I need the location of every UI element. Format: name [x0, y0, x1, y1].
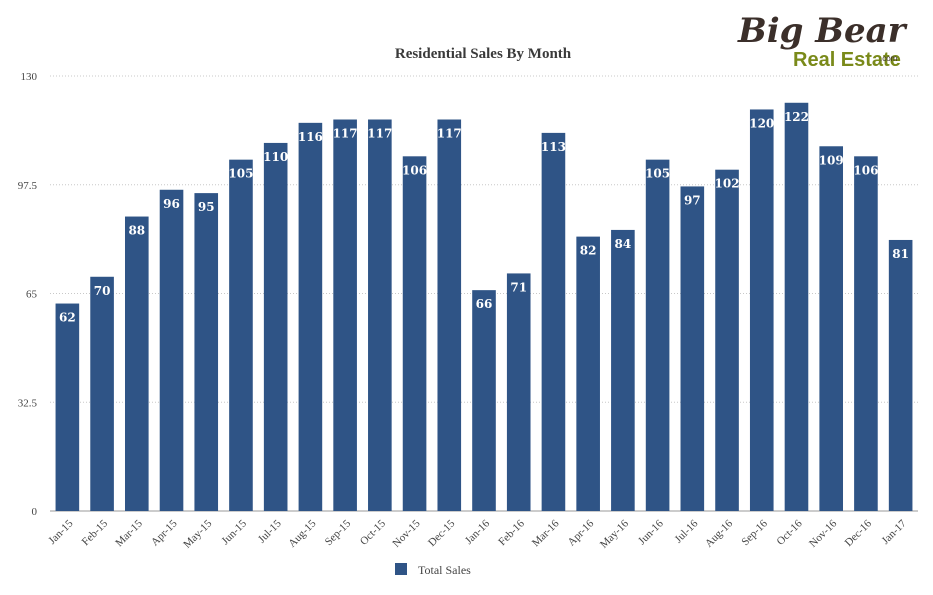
x-tick-label: Sep-15: [323, 517, 354, 548]
chart-title: Residential Sales By Month: [395, 46, 572, 62]
x-tick-label: May-16: [598, 517, 631, 550]
data-label: 106: [853, 163, 878, 177]
y-tick-label: 65: [26, 289, 38, 301]
data-label: 82: [580, 244, 597, 258]
x-tick-label: Feb-15: [80, 517, 111, 548]
x-tick-label: Oct-16: [775, 517, 805, 547]
data-label: 84: [615, 237, 632, 251]
logo-name: Big Bear: [737, 11, 908, 51]
logo-suffix: .com: [880, 54, 898, 63]
bar: [437, 119, 462, 511]
data-label: 109: [819, 153, 844, 167]
bar: [576, 236, 600, 511]
y-tick-label: 32.5: [18, 397, 38, 409]
data-label: 105: [228, 167, 253, 181]
y-tick-label: 97.5: [18, 180, 38, 192]
bar: [402, 156, 427, 512]
x-tick-label: Mar-16: [530, 517, 562, 549]
y-tick-label: 130: [21, 71, 38, 83]
bars: [55, 102, 913, 512]
x-tick-label: Mar-15: [113, 517, 145, 549]
x-tick-label: Feb-16: [496, 517, 527, 548]
bar: [749, 109, 774, 511]
x-tick-label: Jan-17: [880, 517, 910, 547]
bar: [298, 122, 323, 511]
data-label: 105: [645, 167, 670, 181]
bar: [159, 189, 184, 511]
bar: [506, 273, 531, 511]
data-label: 113: [541, 140, 566, 154]
bar: [333, 119, 357, 511]
data-label: 62: [59, 311, 76, 325]
data-label: 71: [510, 280, 527, 294]
bar: [784, 102, 809, 512]
data-label: 117: [437, 127, 462, 141]
x-tick-label: Apr-15: [149, 517, 180, 548]
bar: [124, 216, 149, 512]
bar: [819, 146, 844, 511]
bar: [263, 142, 288, 511]
y-axis-ticks: 0 32.5 65 97.5 130: [18, 71, 38, 518]
bar: [55, 303, 80, 511]
bar: [854, 156, 878, 512]
x-tick-label: Jan-16: [463, 517, 493, 547]
x-tick-label: Oct-15: [358, 517, 388, 547]
bar: [611, 229, 635, 511]
bar: [229, 159, 253, 511]
data-label: 120: [749, 116, 774, 130]
y-tick-label: 0: [32, 506, 38, 518]
bar: [194, 193, 219, 511]
data-label: 66: [476, 297, 493, 311]
data-label: 102: [715, 177, 740, 191]
x-tick-label: May-15: [181, 517, 214, 550]
bar: [715, 169, 739, 511]
x-tick-label: Jun-15: [219, 517, 249, 547]
data-label: 110: [263, 150, 288, 164]
legend: Total Sales: [395, 563, 471, 577]
data-label: 96: [163, 197, 180, 211]
x-tick-label: Dec-15: [426, 517, 458, 549]
data-label: 70: [94, 284, 111, 298]
big-bear-logo: Big Bear Real Estate .com: [737, 11, 908, 71]
data-label: 97: [684, 193, 701, 207]
bar: [645, 159, 670, 511]
data-label: 95: [198, 200, 215, 214]
x-tick-label: Sep-16: [739, 517, 770, 548]
legend-swatch: [395, 563, 407, 575]
x-tick-label: Nov-15: [390, 517, 423, 550]
x-tick-label: Jul-16: [673, 517, 701, 545]
x-tick-label: Apr-16: [565, 517, 596, 548]
data-label: 122: [784, 110, 809, 124]
x-tick-label: Nov-16: [807, 517, 840, 550]
x-tick-label: Jul-15: [256, 517, 284, 545]
x-tick-label: Aug-15: [286, 517, 319, 550]
bar: [90, 276, 114, 511]
x-tick-label: Jan-15: [46, 517, 76, 547]
data-label: 81: [892, 247, 909, 261]
data-label: 88: [128, 224, 145, 238]
bar: [888, 239, 913, 511]
x-tick-label: Aug-16: [703, 517, 736, 550]
bar: [541, 132, 566, 511]
legend-label: Total Sales: [418, 563, 471, 577]
bar: [368, 119, 392, 511]
data-label: 116: [298, 130, 323, 144]
x-axis-ticks: Jan-15 Feb-15 Mar-15 Apr-15 May-15 Jun-15 Jul-…: [46, 517, 909, 550]
data-label: 117: [333, 127, 358, 141]
data-labels: 62 70 88 96 95 105 110 116 117 117 106 117 66 71 113 82…: [59, 110, 909, 325]
x-tick-label: Dec-16: [843, 517, 875, 549]
data-label: 117: [367, 127, 392, 141]
bar: [680, 186, 705, 511]
data-label: 106: [402, 163, 427, 177]
x-tick-label: Jun-16: [636, 517, 666, 547]
bar: [472, 290, 496, 511]
logo-subtitle: Real Estate: [793, 49, 901, 71]
